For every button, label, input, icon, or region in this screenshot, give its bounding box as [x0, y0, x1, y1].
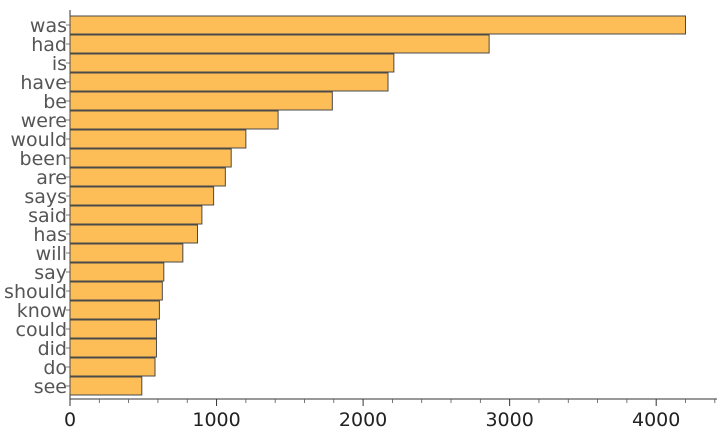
category-label-says: says: [24, 186, 67, 208]
bar-could: [69, 319, 157, 339]
bar-were: [69, 110, 279, 130]
category-label-say: say: [34, 262, 67, 284]
bar-know: [69, 300, 160, 320]
bar-say: [69, 262, 165, 282]
category-label-will: will: [36, 243, 67, 265]
category-label-had: had: [31, 34, 67, 56]
bar-said: [69, 205, 203, 225]
category-label-be: be: [43, 91, 67, 113]
bars: [69, 15, 686, 396]
category-label-could: could: [16, 319, 67, 341]
bar-did: [69, 338, 157, 358]
bar-will: [69, 243, 184, 263]
category-label-were: were: [21, 110, 67, 132]
category-label-would: would: [10, 129, 67, 151]
category-label-has: has: [33, 224, 67, 246]
x-tick-label: 4000: [632, 409, 680, 431]
x-tick-label: 2000: [339, 409, 387, 431]
bar-do: [69, 357, 156, 377]
bar-would: [69, 129, 247, 149]
category-label-are: are: [36, 167, 67, 189]
category-label-been: been: [20, 148, 67, 170]
bar-see: [69, 376, 143, 396]
category-label-was: was: [30, 15, 67, 37]
category-label-have: have: [20, 72, 67, 94]
category-labels: washadishavebewerewouldbeenaresayssaidha…: [4, 15, 67, 398]
bar-was: [69, 15, 686, 35]
category-label-said: said: [28, 205, 67, 227]
category-label-see: see: [34, 376, 67, 398]
x-axis-ticks: 0 1000 2000 3000 4000: [64, 399, 716, 431]
bar-are: [69, 167, 226, 187]
x-tick-label: 1000: [192, 409, 240, 431]
x-tick-label: 3000: [485, 409, 533, 431]
bar-is: [69, 53, 395, 73]
category-label-should: should: [4, 281, 67, 303]
bar-should: [69, 281, 163, 301]
category-label-did: did: [38, 338, 67, 360]
bar-have: [69, 72, 389, 92]
x-tick-label: 0: [64, 409, 76, 431]
category-label-do: do: [43, 357, 67, 379]
category-label-know: know: [17, 300, 67, 322]
bar-be: [69, 91, 333, 111]
category-label-is: is: [52, 53, 67, 75]
bar-been: [69, 148, 232, 168]
bar-has: [69, 224, 198, 244]
bar-had: [69, 34, 490, 54]
bar-says: [69, 186, 215, 206]
